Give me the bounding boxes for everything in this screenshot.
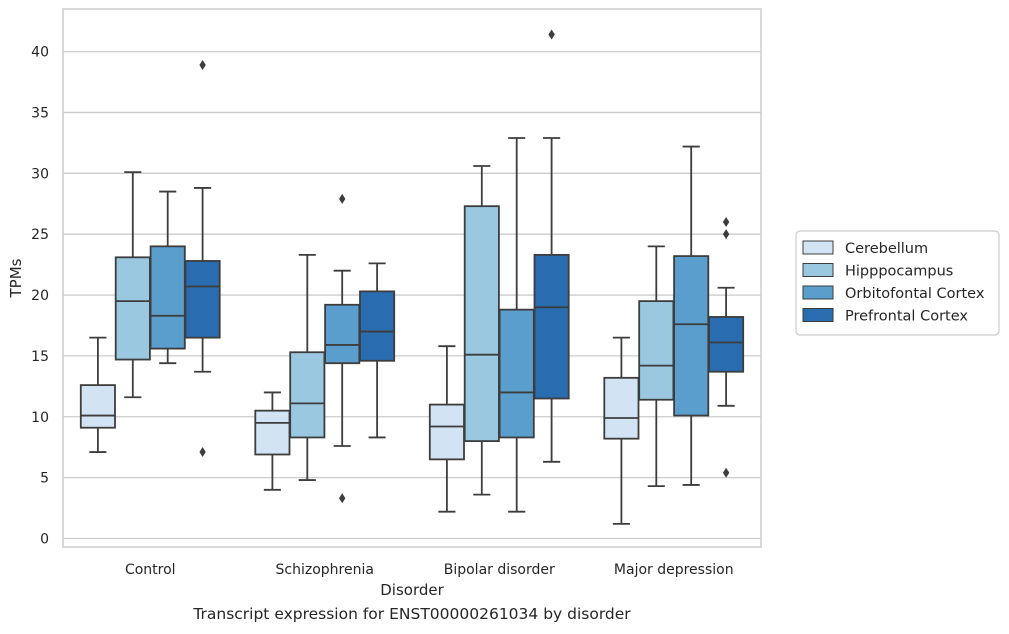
legend-swatch (802, 240, 834, 255)
legend-label: Cerebellum (845, 241, 928, 257)
legend-swatch (802, 308, 834, 322)
box-body (114, 256, 151, 361)
outlier-point (722, 217, 730, 228)
y-tick-label: 30 (31, 166, 49, 182)
y-tick-label: 5 (40, 471, 49, 487)
legend-label: Orbitofontal Cortex (845, 286, 985, 302)
box-2-2 (498, 137, 535, 513)
outlier-point (339, 193, 346, 204)
y-tick-label: 35 (31, 105, 49, 121)
x-tick-label: Major depression (614, 562, 734, 578)
legend-frame (795, 230, 1000, 336)
box-body (428, 403, 465, 461)
y-tick-labels: 0 5 10 15 20 25 30 35 40 (31, 45, 49, 548)
box-2-1 (463, 165, 500, 496)
box-body (673, 255, 710, 417)
box-body (254, 409, 291, 456)
y-tick-label: 10 (31, 410, 49, 426)
outlier-point (199, 59, 206, 70)
y-tick-label: 0 (40, 531, 49, 547)
x-tick-label: Bipolar disorder (444, 562, 555, 578)
box-0-1 (114, 171, 151, 399)
box-body (463, 205, 500, 443)
x-tick-label: Control (125, 562, 176, 578)
y-axis-title: TPMs (7, 258, 25, 298)
box-body (708, 316, 745, 373)
box-body (533, 253, 570, 400)
box-body (638, 300, 675, 401)
box-1-0 (254, 391, 291, 491)
x-axis-title: Disorder (380, 581, 444, 599)
x-tick-label: Schizophrenia (276, 562, 374, 578)
legend-label: Hipppocampus (845, 264, 953, 280)
box-body (359, 290, 396, 362)
legend-swatch (802, 285, 834, 300)
box-body (289, 351, 326, 439)
box-body (498, 308, 535, 439)
legend-swatch (802, 263, 834, 277)
box-3-2 (673, 145, 710, 486)
box-3-0 (603, 336, 640, 525)
outlier-point (199, 447, 206, 458)
box-body (184, 260, 221, 339)
x-tick-labels: Control Schizophrenia Bipolar disorder Majo… (125, 562, 734, 578)
box-1-2 (324, 193, 361, 504)
box-2-0 (428, 345, 465, 513)
figure-caption: Transcript expression for ENST0000026103… (193, 605, 631, 623)
y-tick-label: 20 (31, 288, 49, 304)
box-0-3 (184, 59, 221, 458)
outlier-point (722, 467, 730, 478)
box-body (324, 303, 361, 365)
box-0-0 (79, 336, 116, 453)
outlier-point (548, 29, 555, 40)
box-1-1 (289, 253, 326, 481)
box-0-2 (149, 190, 186, 365)
box-2-3 (533, 29, 570, 463)
box-series (79, 29, 745, 525)
box-3-1 (638, 245, 675, 488)
y-tick-label: 25 (31, 227, 49, 243)
y-tick-label: 40 (31, 45, 49, 61)
box-body (603, 376, 640, 440)
box-1-3 (359, 262, 396, 439)
box-body (149, 245, 186, 350)
outlier-point (722, 229, 730, 240)
box-3-3 (708, 217, 745, 478)
legend: Cerebellum Hipppocampus Orbitofontal Corte… (795, 230, 1000, 336)
y-tick-label: 15 (31, 349, 49, 365)
outlier-point (339, 493, 346, 504)
legend-label: Prefrontal Cortex (845, 309, 968, 325)
plot-frame (62, 8, 762, 548)
box-body (79, 384, 116, 429)
